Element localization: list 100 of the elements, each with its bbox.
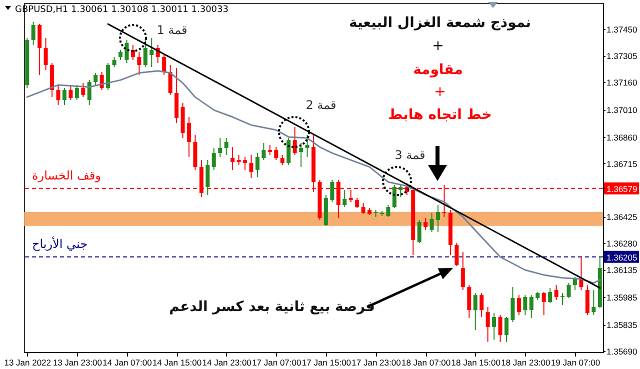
candlestick [168,64,172,96]
candlestick [262,142,266,161]
candlestick [398,184,403,198]
x-tick-label: 14 Jan 23:00 [202,358,252,368]
x-tick-label: 17 Jan 15:00 [302,358,352,368]
candlestick [137,52,142,76]
y-tick-label: 1.36280 [606,238,638,249]
y-tick-label: 1.35690 [606,346,638,357]
candlestick [143,37,148,68]
candlestick [299,142,304,168]
candlestick [523,294,528,316]
candlestick [560,292,565,306]
candlestick [548,287,552,304]
candlestick [430,212,434,232]
candlestick [554,284,558,301]
annotation: قمة 1 [156,23,188,37]
candlestick [330,179,334,202]
candlestick [255,152,260,178]
annotation: + [434,84,446,100]
candlestick [118,50,122,60]
candlestick [292,126,297,156]
candlestick [510,286,515,322]
x-tick-label: 17 Jan 07:00 [252,358,302,368]
y-tick-label: 1.36715 [606,159,638,169]
candlestick [286,138,291,166]
candlestick [31,22,36,46]
candlestick [74,84,79,100]
candlestick [162,54,166,76]
candlestick [480,292,484,318]
candlestick [504,316,508,342]
x-tick-label: 13 Jan 23:00 [52,358,102,368]
x-tick-label: 18 Jan 07:00 [401,358,451,368]
candlestick [274,146,278,161]
candlestick [186,116,191,158]
y-tick-label: 1.36425 [606,212,638,222]
y-tick-label: 1.36205 [606,252,638,262]
candlestick [150,37,154,68]
candlestick [467,284,472,318]
annotation: قمة 3 [394,148,426,162]
candlestick [249,154,254,178]
x-tick-label: 19 Jan 07:00 [550,358,600,368]
candlestick [498,314,502,342]
candlestick [473,292,478,331]
candlestick [460,251,465,290]
candlestick [542,291,546,316]
candlestick [268,144,272,156]
candlestick [112,56,116,68]
y-tick-label: 1.36860 [606,132,638,142]
candlestick [305,134,310,158]
candlestick [106,62,110,90]
candlestick [361,202,366,215]
candlestick [230,146,235,170]
candlestick [218,138,222,158]
candlestick [224,138,228,156]
ref-line-label: وقف الخسارة [32,168,101,182]
y-tick-label: 1.37160 [606,78,638,88]
annotation: + [432,38,444,54]
annotation: قمة 2 [306,98,336,112]
y-tick-label: 1.35835 [606,320,638,330]
y-tick-label: 1.36579 [606,184,638,194]
candlestick [87,80,92,106]
x-tick-label: 14 Jan 15:00 [152,358,202,368]
candlestick [492,312,496,340]
x-tick-label: 17 Jan 23:00 [352,358,402,368]
candlestick [342,190,347,208]
candlestick [62,87,66,106]
x-tick-label: 18 Jan 23:00 [501,358,551,368]
candlestick [417,220,422,244]
candlestick [386,204,390,218]
x-tick-label: 14 Jan 07:00 [102,358,152,368]
candlestick [486,306,490,342]
candlestick [212,147,216,170]
candlestick [94,72,98,86]
candlestick [436,204,440,232]
candlestick [38,24,42,76]
candlestick [243,156,248,170]
candlestick [280,154,284,166]
y-tick-label: 1.35985 [606,292,638,303]
candlestick [585,284,590,316]
candlestick [68,84,73,100]
y-tick-label: 1.37010 [606,105,638,116]
candlestick [592,289,596,316]
candlestick [124,39,129,64]
candlestick [81,82,86,98]
y-tick-label: 1.36135 [606,265,638,276]
candlestick [56,84,60,106]
annotation: نموذج شمعة الغزال البيعية [348,15,532,31]
annotation: خط اتجاه هابط [388,107,492,123]
y-tick-label: 1.37450 [606,24,638,34]
candlestick [424,218,428,230]
x-tick-label: 18 Jan 15:00 [451,358,501,368]
candlestick [529,294,534,318]
candlestick [236,154,241,166]
ref-line-label: جني الأرباح [32,236,88,251]
candlestick [454,242,459,266]
annotation: مقاومة [413,62,463,78]
candlestick [206,160,210,196]
candlestick [516,294,521,316]
candlestick [355,197,360,208]
y-tick-label: 1.37305 [606,51,638,62]
